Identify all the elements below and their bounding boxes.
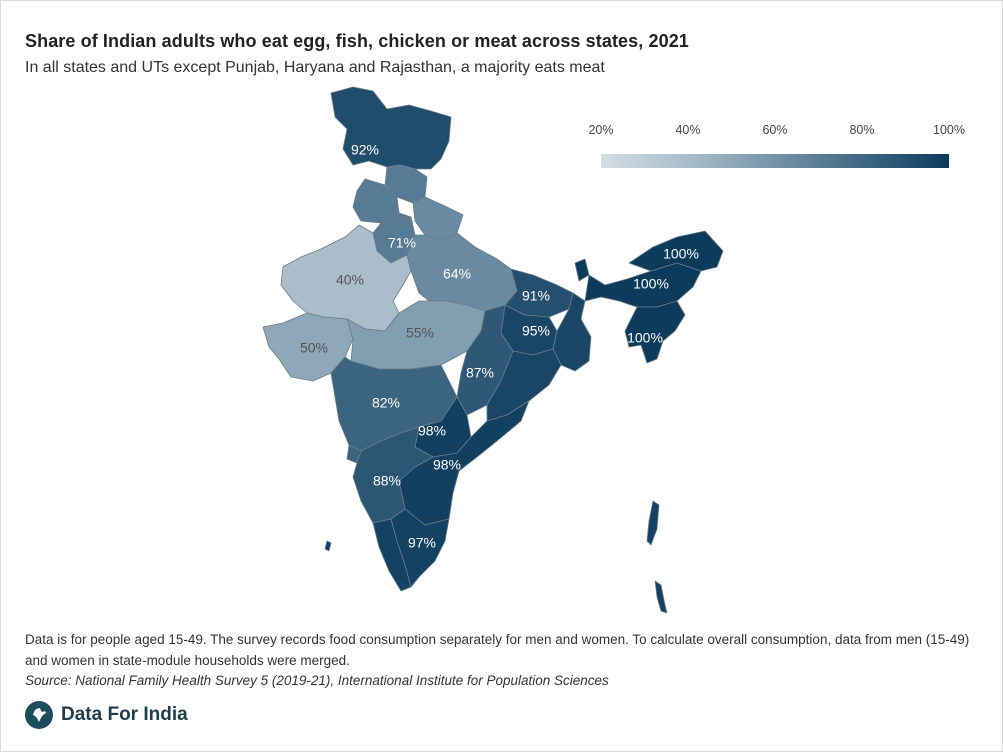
data-for-india-logo-icon	[25, 701, 53, 729]
region-chhattisgarh[interactable]	[456, 304, 514, 416]
legend-gradient-bar	[601, 154, 949, 168]
map-label-andhra-pradesh: 98%	[433, 457, 461, 473]
legend-tick-80: 80%	[849, 123, 875, 137]
chart-title: Share of Indian adults who eat egg, fish…	[25, 31, 689, 51]
map-label-madhya-pradesh: 55%	[406, 325, 434, 341]
region-arunachal-pradesh[interactable]	[628, 230, 724, 272]
map-label-maharashtra: 82%	[372, 395, 400, 411]
region-assam[interactable]	[584, 262, 702, 308]
color-legend: 20% 40% 60% 80% 100%	[588, 123, 965, 173]
legend-tick-60: 60%	[762, 123, 788, 137]
map-label-karnataka: 88%	[373, 473, 401, 489]
legend-tick-20: 20%	[588, 123, 614, 137]
map-label-rajasthan: 40%	[336, 272, 364, 288]
map-label-west-bengal: 95%	[522, 323, 550, 339]
region-karnataka[interactable]	[352, 426, 434, 524]
map-label-haryana: 71%	[388, 235, 416, 251]
region-jammu-kashmir[interactable]	[330, 86, 452, 170]
legend-tick-100: 100%	[933, 123, 965, 137]
map-label-northeast-south: 100%	[627, 330, 663, 346]
region-lakshadweep[interactable]	[324, 540, 332, 552]
region-sikkim[interactable]	[574, 258, 590, 282]
region-west-bengal[interactable]	[552, 292, 592, 372]
map-label-gujarat: 50%	[300, 340, 328, 356]
legend-tick-40: 40%	[675, 123, 701, 137]
brand[interactable]: Data For India	[25, 701, 188, 729]
map-label-tamil-nadu: 97%	[408, 535, 436, 551]
map-label-jammu-kashmir: 92%	[351, 142, 379, 158]
footnote: Data is for people aged 15-49. The surve…	[25, 632, 970, 668]
region-northeast-south[interactable]	[624, 300, 686, 364]
region-bihar[interactable]	[504, 268, 574, 318]
map-label-bihar: 91%	[522, 288, 550, 304]
source-note: Source: National Family Health Survey 5 …	[25, 673, 609, 688]
map-label-arunachal-pradesh: 100%	[663, 246, 699, 262]
region-andaman-islands[interactable]	[646, 500, 660, 546]
map-label-telangana: 98%	[418, 423, 446, 439]
brand-name: Data For India	[61, 704, 188, 725]
region-tamil-nadu[interactable]	[390, 508, 450, 588]
map-label-uttar-pradesh: 64%	[443, 266, 471, 282]
map-label-assam: 100%	[633, 276, 669, 292]
chart-subtitle: In all states and UTs except Punjab, Har…	[25, 59, 605, 76]
region-nicobar-islands[interactable]	[654, 580, 668, 614]
map-label-chhattisgarh: 87%	[466, 365, 494, 381]
